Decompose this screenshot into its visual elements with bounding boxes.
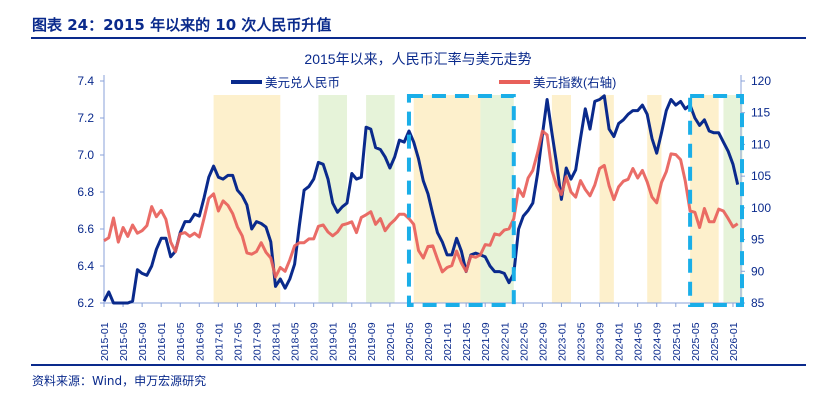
shaded-period	[366, 95, 395, 303]
x-tick-label: 2019-05	[347, 322, 359, 361]
x-tick-label: 2021-09	[480, 322, 492, 361]
y-right-tick-label: 105	[751, 169, 771, 183]
y-right-tick-label: 100	[751, 201, 771, 215]
x-tick-label: 2022-05	[518, 322, 530, 361]
y-right-tick-label: 85	[751, 296, 765, 310]
footer-divider	[31, 364, 806, 366]
series-line-usd-index	[103, 129, 739, 279]
y-left-tick-label: 7.4	[77, 74, 94, 88]
y-right-tick-label: 120	[751, 74, 771, 88]
chart-title: 2015年以来，人民币汇率与美元走势	[304, 51, 531, 67]
shaded-period	[413, 95, 481, 303]
y-right-tick-label: 115	[751, 106, 770, 120]
x-tick-label: 2018-05	[290, 322, 302, 361]
x-tick-label: 2015-05	[118, 322, 130, 361]
y-right-tick-label: 95	[751, 233, 765, 247]
figure-title: 图表 24：2015 年以来的 10 次人民币升值	[32, 16, 332, 34]
x-tick-label: 2015-01	[99, 322, 111, 361]
x-tick-label: 2023-01	[556, 322, 568, 361]
y-left-tick-label: 6.4	[77, 259, 94, 273]
y-right-tick-label: 90	[751, 264, 765, 278]
y-left-tick-label: 7.2	[77, 111, 94, 125]
shaded-period	[690, 95, 719, 303]
y-right-tick-label: 110	[751, 137, 770, 151]
x-tick-label: 2024-01	[614, 322, 626, 361]
x-tick-label: 2024-09	[652, 322, 664, 361]
shaded-period	[599, 95, 614, 303]
x-tick-label: 2019-09	[366, 322, 378, 361]
x-tick-label: 2018-09	[309, 322, 321, 361]
x-tick-label: 2026-01	[728, 322, 740, 361]
highlight-box	[406, 94, 516, 307]
x-tick-label: 2021-05	[461, 322, 473, 361]
source-note: 资料来源：Wind，申万宏源研究	[32, 374, 207, 388]
x-tick-label: 2017-09	[251, 322, 263, 361]
x-tick-label: 2015-09	[137, 322, 149, 361]
highlight-box	[688, 94, 744, 307]
legend-label-usdcny: 美元兑人民币	[265, 76, 340, 90]
x-tick-label: 2017-01	[213, 322, 225, 361]
legend-label-usd-index: 美元指数(右轴)	[533, 75, 616, 90]
y-left-tick-label: 6.8	[77, 185, 94, 199]
x-tick-label: 2021-01	[442, 322, 454, 361]
x-tick-label: 2025-09	[709, 322, 721, 361]
x-tick-label: 2022-09	[537, 322, 549, 361]
x-tick-label: 2020-01	[385, 322, 397, 361]
x-tick-label: 2016-09	[194, 322, 206, 361]
x-tick-label: 2024-05	[633, 322, 645, 361]
x-tick-label: 2019-01	[328, 322, 340, 361]
y-left-tick-label: 6.6	[77, 222, 94, 236]
series-line-usdcny	[102, 94, 740, 305]
title-divider	[31, 37, 806, 39]
x-tick-label: 2016-01	[156, 322, 168, 361]
shaded-period	[213, 95, 281, 303]
y-left-tick-label: 6.2	[77, 296, 94, 310]
x-tick-label: 2017-05	[232, 322, 244, 361]
y-left-tick-label: 7.0	[77, 148, 94, 162]
x-tick-label: 2020-05	[404, 322, 416, 361]
x-tick-label: 2025-01	[671, 322, 683, 361]
x-tick-label: 2022-01	[499, 322, 511, 361]
x-tick-label: 2023-09	[595, 322, 607, 361]
x-tick-label: 2023-05	[576, 322, 588, 361]
shaded-period	[480, 95, 514, 303]
x-tick-label: 2016-05	[175, 322, 187, 361]
shaded-period	[723, 95, 743, 303]
x-tick-label: 2018-01	[271, 322, 283, 361]
x-tick-label: 2020-09	[423, 322, 435, 361]
x-tick-label: 2025-05	[690, 322, 702, 361]
